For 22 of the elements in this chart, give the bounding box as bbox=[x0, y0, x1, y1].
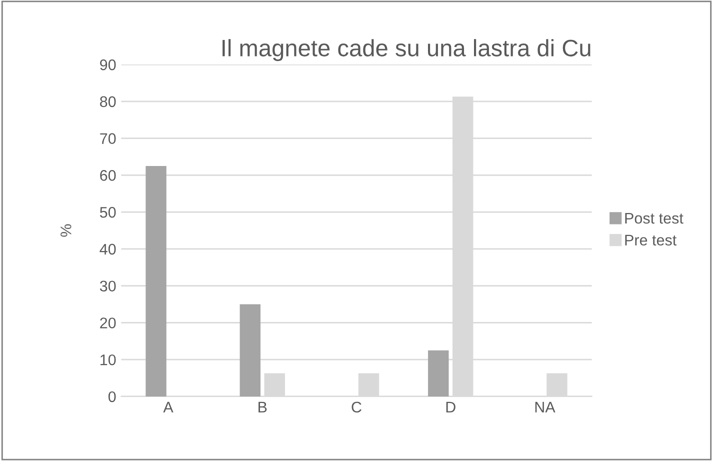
x-tick-label: A bbox=[163, 402, 174, 412]
y-axis-title: % bbox=[60, 224, 72, 237]
y-tick-label: 20 bbox=[100, 318, 116, 328]
y-tick-label: 30 bbox=[100, 280, 116, 292]
bar bbox=[428, 350, 449, 396]
x-tick-label: B bbox=[258, 402, 267, 412]
y-tick-label: 80 bbox=[100, 96, 116, 108]
y-tick-label: 50 bbox=[100, 206, 116, 218]
y-tick-label: 70 bbox=[100, 133, 116, 144]
bar bbox=[240, 304, 260, 396]
x-tick-label: NA bbox=[535, 402, 556, 412]
x-tick-label: C bbox=[352, 402, 362, 413]
bar bbox=[146, 166, 166, 396]
y-tick-label: 60 bbox=[100, 170, 116, 181]
x-tick-label: D bbox=[446, 402, 456, 412]
y-tick-label: 10 bbox=[100, 354, 116, 366]
legend-label: Pre test bbox=[625, 234, 677, 246]
y-tick-label: 40 bbox=[100, 244, 116, 255]
chart-title: Il magnete cade su una lastra di Cu bbox=[222, 39, 590, 62]
y-tick-label: 0 bbox=[108, 391, 116, 402]
legend-label: Post test bbox=[625, 213, 684, 224]
y-tick-label: 90 bbox=[100, 59, 116, 70]
